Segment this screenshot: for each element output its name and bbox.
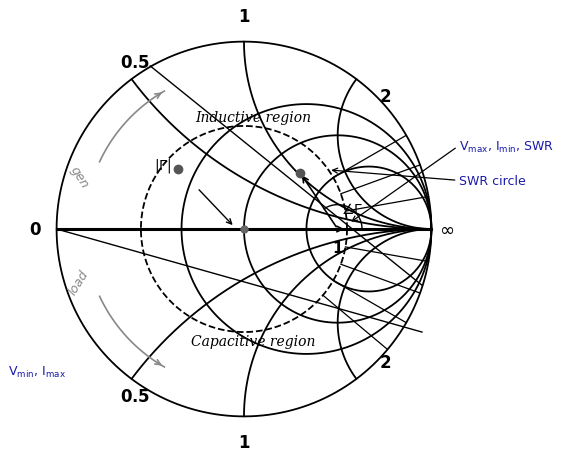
Text: $\mathbf{0.5}$: $\mathbf{0.5}$ xyxy=(120,387,150,405)
Text: Inductive region: Inductive region xyxy=(195,110,311,124)
Text: $\mathbf{1}$: $\mathbf{1}$ xyxy=(238,8,250,26)
Text: $\mathbf{1}$: $\mathbf{1}$ xyxy=(332,240,343,256)
Text: $\mathbf{1}$: $\mathbf{1}$ xyxy=(238,433,250,451)
Text: V$_{\mathsf{min}}$, I$_{\mathsf{max}}$: V$_{\mathsf{min}}$, I$_{\mathsf{max}}$ xyxy=(8,364,66,379)
Text: $\mathbf{2}$: $\mathbf{2}$ xyxy=(379,353,391,371)
Text: $\mathbf{0}$: $\mathbf{0}$ xyxy=(29,220,42,239)
Text: Capacitive region: Capacitive region xyxy=(191,335,315,349)
Text: $\mathbf{2}$: $\mathbf{2}$ xyxy=(379,88,391,106)
Text: load: load xyxy=(66,267,92,297)
Text: SWR circle: SWR circle xyxy=(459,174,526,187)
Text: $\infty$: $\infty$ xyxy=(439,220,454,239)
Text: gen: gen xyxy=(68,164,91,190)
Text: $\mathbf{0.5}$: $\mathbf{0.5}$ xyxy=(120,54,150,72)
Text: $|\Gamma|$: $|\Gamma|$ xyxy=(154,157,171,175)
Text: $\angle\Gamma$: $\angle\Gamma$ xyxy=(341,202,364,216)
Text: V$_{\mathsf{max}}$, I$_{\mathsf{min}}$, SWR: V$_{\mathsf{max}}$, I$_{\mathsf{min}}$, … xyxy=(459,140,555,155)
